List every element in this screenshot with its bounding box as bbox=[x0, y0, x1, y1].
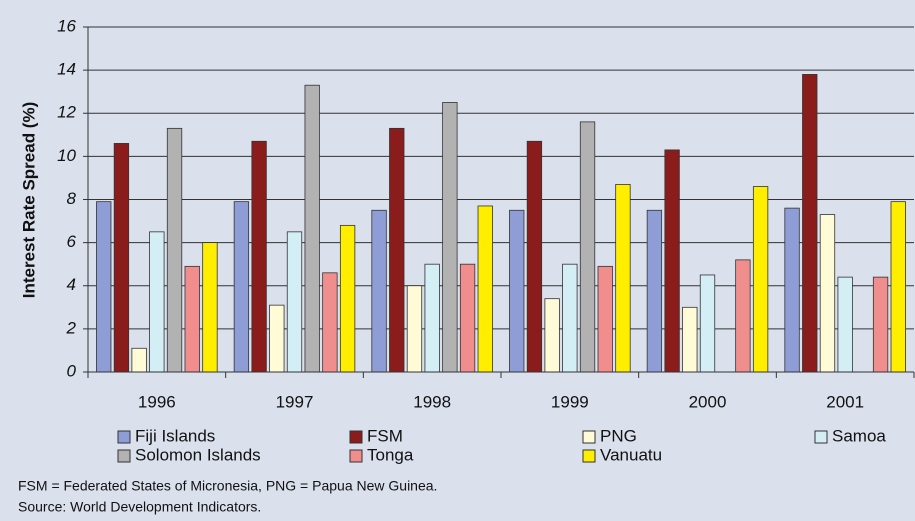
bar bbox=[304, 84, 320, 373]
y-tick-label: 16 bbox=[57, 16, 76, 35]
bar bbox=[664, 149, 680, 373]
bar bbox=[371, 209, 387, 373]
y-tick-label: 4 bbox=[67, 275, 76, 294]
legend-label: PNG bbox=[600, 426, 637, 445]
x-tick-label: 1997 bbox=[276, 392, 314, 411]
bar bbox=[837, 276, 853, 373]
bar bbox=[322, 272, 338, 373]
x-tick-label: 1999 bbox=[551, 392, 589, 411]
bar bbox=[442, 102, 458, 373]
note: FSM = Federated States of Micronesia, PN… bbox=[18, 478, 437, 494]
x-tick-label: 1996 bbox=[138, 392, 176, 411]
bar bbox=[131, 347, 147, 373]
bar bbox=[251, 140, 267, 373]
legend-swatch bbox=[117, 449, 131, 463]
bar bbox=[819, 214, 836, 373]
x-tick-label: 1998 bbox=[413, 392, 451, 411]
legend-swatch bbox=[814, 430, 828, 444]
bar bbox=[184, 265, 200, 373]
bar bbox=[389, 127, 405, 373]
y-axis-label: Interest Rate Spread (%) bbox=[19, 102, 38, 299]
bar bbox=[286, 231, 303, 373]
bar bbox=[699, 274, 716, 373]
y-tick-label: 2 bbox=[66, 318, 77, 337]
legend-swatch bbox=[349, 449, 363, 463]
bar bbox=[597, 265, 613, 373]
legend-label: Vanuatu bbox=[600, 445, 662, 464]
bar bbox=[890, 201, 906, 373]
bar bbox=[233, 201, 250, 373]
bar bbox=[424, 263, 440, 373]
bar bbox=[752, 186, 769, 373]
bar bbox=[269, 304, 285, 373]
y-tick-label: 6 bbox=[67, 232, 77, 251]
legend-swatch bbox=[117, 430, 131, 444]
y-tick-label: 12 bbox=[57, 103, 76, 122]
bar bbox=[96, 201, 112, 373]
bar bbox=[526, 140, 543, 373]
bar bbox=[562, 263, 578, 373]
legend-label: Tonga bbox=[367, 445, 414, 464]
legend-label: Fiji Islands bbox=[135, 426, 215, 445]
legend-label: Solomon Islands bbox=[135, 445, 261, 464]
bar bbox=[784, 207, 800, 373]
bar bbox=[477, 205, 493, 373]
bar bbox=[149, 231, 165, 373]
bar bbox=[544, 298, 560, 373]
legend-swatch bbox=[582, 430, 596, 444]
bar bbox=[166, 127, 183, 373]
bar bbox=[406, 285, 423, 373]
y-tick-label: 14 bbox=[57, 60, 76, 79]
y-tick-label: 8 bbox=[67, 189, 77, 208]
bar bbox=[872, 276, 889, 373]
bar bbox=[615, 184, 631, 373]
legend-label: Samoa bbox=[832, 426, 886, 445]
bar bbox=[682, 306, 698, 373]
note: Source: World Development Indicators. bbox=[18, 499, 261, 515]
bar bbox=[459, 263, 476, 373]
legend-swatch bbox=[349, 430, 363, 444]
bar bbox=[802, 74, 818, 373]
legend-label: FSM bbox=[367, 426, 403, 445]
bar bbox=[646, 209, 663, 373]
legend-swatch bbox=[582, 449, 596, 463]
bar bbox=[202, 242, 218, 373]
bar bbox=[339, 224, 356, 373]
y-tick-label: 10 bbox=[57, 146, 76, 165]
x-tick-label: 2000 bbox=[689, 392, 727, 411]
bar bbox=[735, 259, 751, 373]
x-tick-label: 2001 bbox=[826, 392, 864, 411]
bar bbox=[509, 209, 525, 373]
bar bbox=[579, 121, 596, 373]
y-tick-label: 0 bbox=[67, 361, 77, 380]
bar bbox=[113, 143, 130, 373]
